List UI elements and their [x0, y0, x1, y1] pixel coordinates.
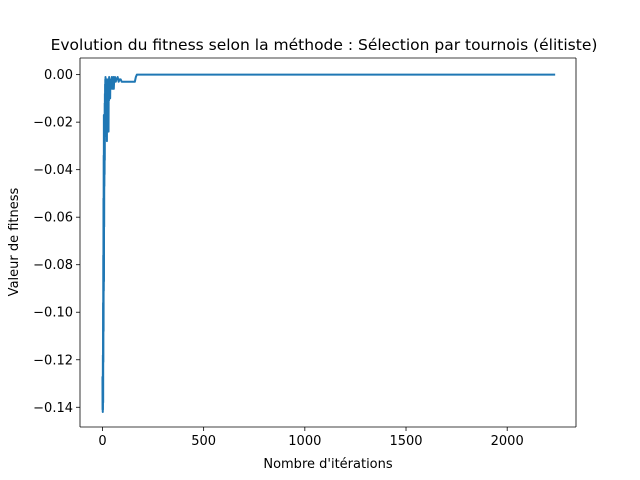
x-axis-ticks: 0 500 1000 1500 2000: [98, 427, 524, 449]
x-tick-label: 500: [191, 434, 216, 449]
y-tick-label: −0.10: [33, 306, 73, 321]
x-tick-label: 1500: [389, 434, 422, 449]
y-tick-label: −0.12: [33, 353, 73, 368]
y-tick-label: −0.06: [33, 211, 73, 226]
y-tick-label: −0.08: [33, 258, 73, 273]
x-tick-label: 0: [98, 434, 106, 449]
y-axis-title: Valeur de fitness: [7, 187, 22, 296]
x-tick-label: 1000: [288, 434, 321, 449]
axes-frame: [79, 57, 577, 428]
y-tick-label: −0.04: [33, 163, 73, 178]
series-layer: [101, 73, 556, 414]
plot-area: [80, 58, 576, 427]
y-tick-label: 0.00: [44, 68, 73, 83]
y-axis-ticks: −0.14 −0.12 −0.10 −0.08 −0.06 −0.04 −0.02 0.00: [33, 68, 80, 416]
y-tick-label: −0.14: [33, 401, 73, 416]
y-tick-label: −0.02: [33, 116, 73, 131]
x-axis-title: Nombre d'itérations: [263, 457, 393, 472]
series-line-0: [101, 73, 556, 414]
chart-title: Evolution du fitness selon la méthode : …: [51, 36, 598, 54]
x-tick-label: 2000: [491, 434, 524, 449]
